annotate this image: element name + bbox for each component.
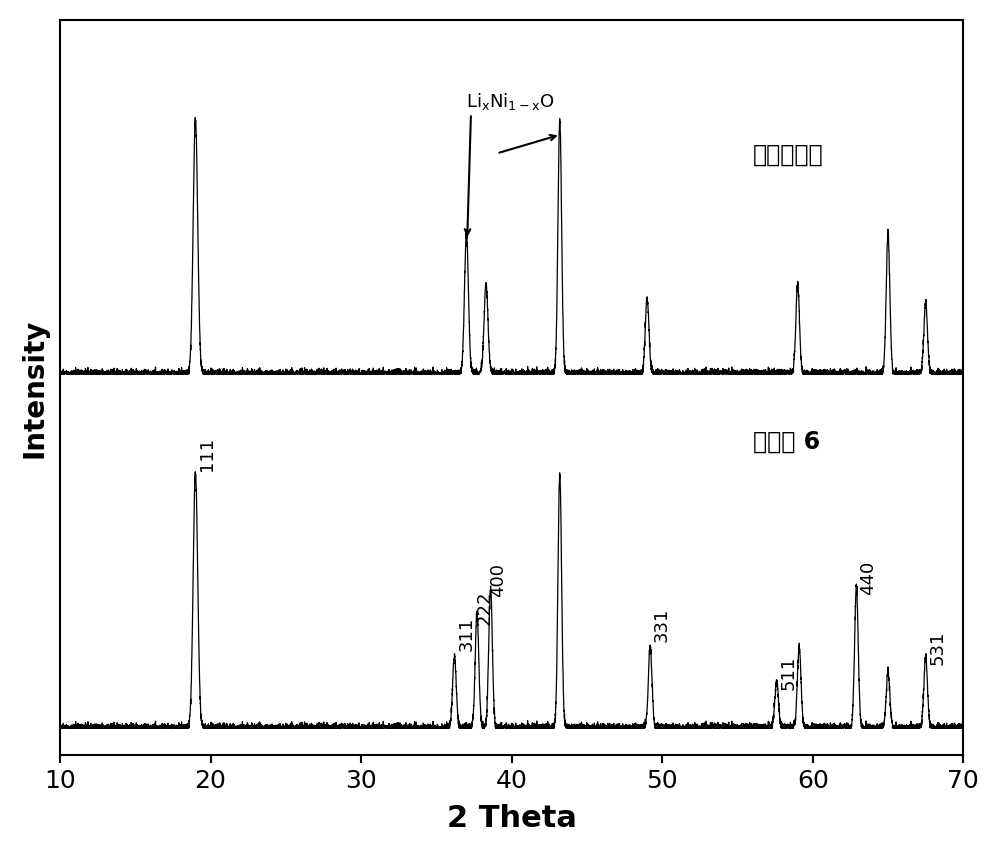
- Y-axis label: Intensity: Intensity: [21, 318, 49, 457]
- Text: 531: 531: [929, 630, 947, 664]
- Text: 实施例 6: 实施例 6: [753, 429, 820, 453]
- Text: 400: 400: [489, 562, 507, 596]
- Text: 对比实施例: 对比实施例: [753, 142, 823, 166]
- Text: 222: 222: [476, 589, 494, 624]
- Text: 511: 511: [780, 655, 798, 689]
- Text: $\mathrm{Li_xNi_{1-x}O}$: $\mathrm{Li_xNi_{1-x}O}$: [466, 90, 555, 112]
- X-axis label: 2 Theta: 2 Theta: [447, 804, 577, 833]
- Text: 111: 111: [198, 437, 216, 471]
- Text: 311: 311: [457, 616, 475, 651]
- Text: 331: 331: [653, 606, 671, 641]
- Text: 440: 440: [859, 560, 877, 595]
